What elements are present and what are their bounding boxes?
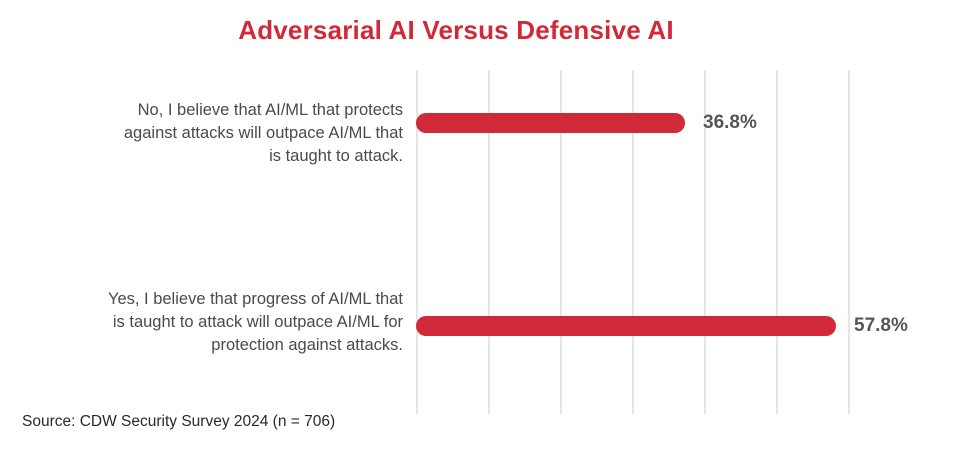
gridline — [848, 70, 850, 414]
category-label-line: No, I believe that AI/ML that protects — [137, 101, 403, 119]
gridline — [488, 70, 490, 414]
category-label: Yes, I believe that progress of AI/ML th… — [18, 288, 403, 357]
category-label-line: is taught to attack will outpace AI/ML f… — [112, 313, 403, 331]
gridline — [632, 70, 634, 414]
category-label-line: is taught to attack. — [269, 147, 403, 165]
category-label-line: protection against attacks. — [211, 336, 403, 354]
gridline — [776, 70, 778, 414]
category-label-line: Yes, I believe that progress of AI/ML th… — [107, 290, 403, 308]
value-label: 57.8% — [854, 315, 908, 336]
plot-area — [416, 70, 950, 414]
value-label: 36.8% — [703, 112, 757, 133]
source-note: Source: CDW Security Survey 2024 (n = 70… — [22, 413, 336, 430]
category-label-line: against attacks will outpace AI/ML that — [123, 124, 403, 142]
gridline — [560, 70, 562, 414]
bar — [416, 113, 685, 133]
bar — [416, 316, 836, 336]
gridline — [704, 70, 706, 414]
chart-title: Adversarial AI Versus Defensive AI — [238, 15, 674, 45]
category-label: No, I believe that AI/ML that protects ag… — [18, 99, 403, 168]
gridline — [416, 70, 418, 414]
